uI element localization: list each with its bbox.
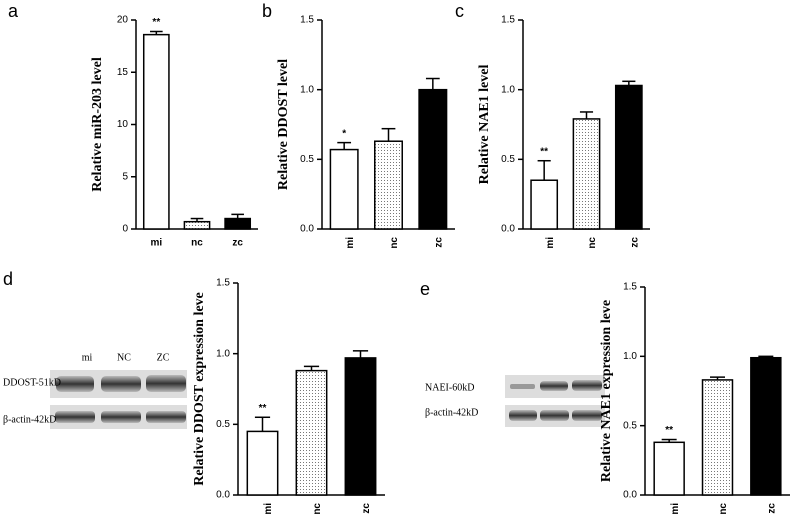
y-tick-label: 10 — [117, 119, 129, 130]
y-axis-label: Relative miR-203 level — [90, 57, 105, 192]
x-tick-label: zc — [629, 237, 640, 248]
significance-label: ** — [665, 425, 673, 436]
significance-label: * — [342, 128, 346, 139]
bar — [653, 441, 685, 496]
y-tick-label: 15 — [117, 67, 129, 78]
western-blot: NAEI-60kD β-actin-42kD — [425, 375, 605, 427]
lane-label: NC — [117, 352, 131, 363]
bar — [329, 148, 359, 230]
y-tick-label: 0.5 — [501, 154, 515, 165]
x-tick-label: nc — [718, 503, 729, 515]
panel-label: a — [8, 1, 19, 21]
significance-label: ** — [259, 403, 267, 414]
y-axis-label: Relative NAE1 level — [477, 65, 492, 185]
x-tick-label: nc — [191, 238, 203, 249]
y-tick-label: 1.0 — [300, 84, 314, 95]
y-tick-label: 5 — [122, 171, 128, 182]
panel-label: b — [262, 1, 272, 21]
y-tick-label: 1.5 — [216, 278, 230, 289]
bar — [418, 88, 448, 230]
y-axis-label: Relative NAE1 expression leve — [599, 300, 614, 482]
western-blot: mi NC ZC DDOST-51kD β-actin-42kD — [3, 352, 187, 429]
significance-label: ** — [152, 17, 160, 28]
y-tick-label: 20 — [117, 15, 129, 26]
bar — [183, 220, 211, 230]
bar — [246, 430, 279, 496]
y-tick-label: 0.5 — [216, 419, 230, 430]
y-tick-label: 1.0 — [623, 351, 637, 362]
x-tick-label: zc — [361, 503, 372, 514]
y-tick-label: 0.0 — [300, 224, 314, 235]
x-tick-label: nc — [389, 237, 400, 249]
bar — [142, 33, 170, 230]
y-tick-label: 0 — [122, 224, 128, 235]
bar — [750, 356, 782, 496]
significance-label: ** — [540, 146, 548, 157]
y-tick-label: 1.5 — [501, 15, 515, 26]
bar — [701, 379, 734, 496]
x-tick-label: zc — [766, 503, 777, 514]
x-tick-label: mi — [263, 503, 274, 515]
y-axis-label: Relative DDOST expression leve — [192, 292, 207, 486]
x-tick-label: zc — [232, 238, 243, 249]
bar — [224, 217, 252, 230]
panel-label: d — [3, 269, 13, 289]
y-tick-label: 0.0 — [501, 224, 515, 235]
lane-label: mi — [82, 352, 93, 363]
y-tick-label: 1.5 — [623, 282, 637, 293]
y-tick-label: 0.5 — [623, 420, 637, 431]
x-tick-label: mi — [150, 238, 162, 249]
bar — [374, 140, 403, 230]
y-axis-label: Relative DDOST level — [276, 59, 291, 190]
bar — [614, 84, 643, 230]
x-tick-label: mi — [670, 503, 681, 515]
panel-label: c — [455, 1, 464, 21]
y-tick-label: 0.5 — [300, 154, 314, 165]
panel-label: e — [420, 279, 430, 299]
lane-label: ZC — [157, 352, 170, 363]
y-tick-label: 1.5 — [300, 15, 314, 26]
x-tick-label: zc — [433, 237, 444, 248]
x-tick-label: mi — [345, 237, 356, 249]
blot-row-label: DDOST-51kD — [3, 377, 61, 388]
y-tick-label: 0.0 — [216, 490, 230, 501]
blot-row-label: β-actin-42kD — [425, 407, 478, 418]
bar — [344, 357, 377, 496]
bar — [572, 118, 601, 230]
bar — [295, 369, 328, 496]
blot-row-label: NAEI-60kD — [425, 382, 474, 393]
bar — [530, 179, 559, 230]
x-tick-label: mi — [545, 237, 556, 249]
x-tick-label: nc — [587, 237, 598, 249]
y-tick-label: 0.0 — [623, 490, 637, 501]
x-tick-label: nc — [312, 503, 323, 515]
y-tick-label: 1.0 — [501, 84, 515, 95]
y-tick-label: 1.0 — [216, 348, 230, 359]
blot-row-label: β-actin-42kD — [3, 414, 56, 425]
